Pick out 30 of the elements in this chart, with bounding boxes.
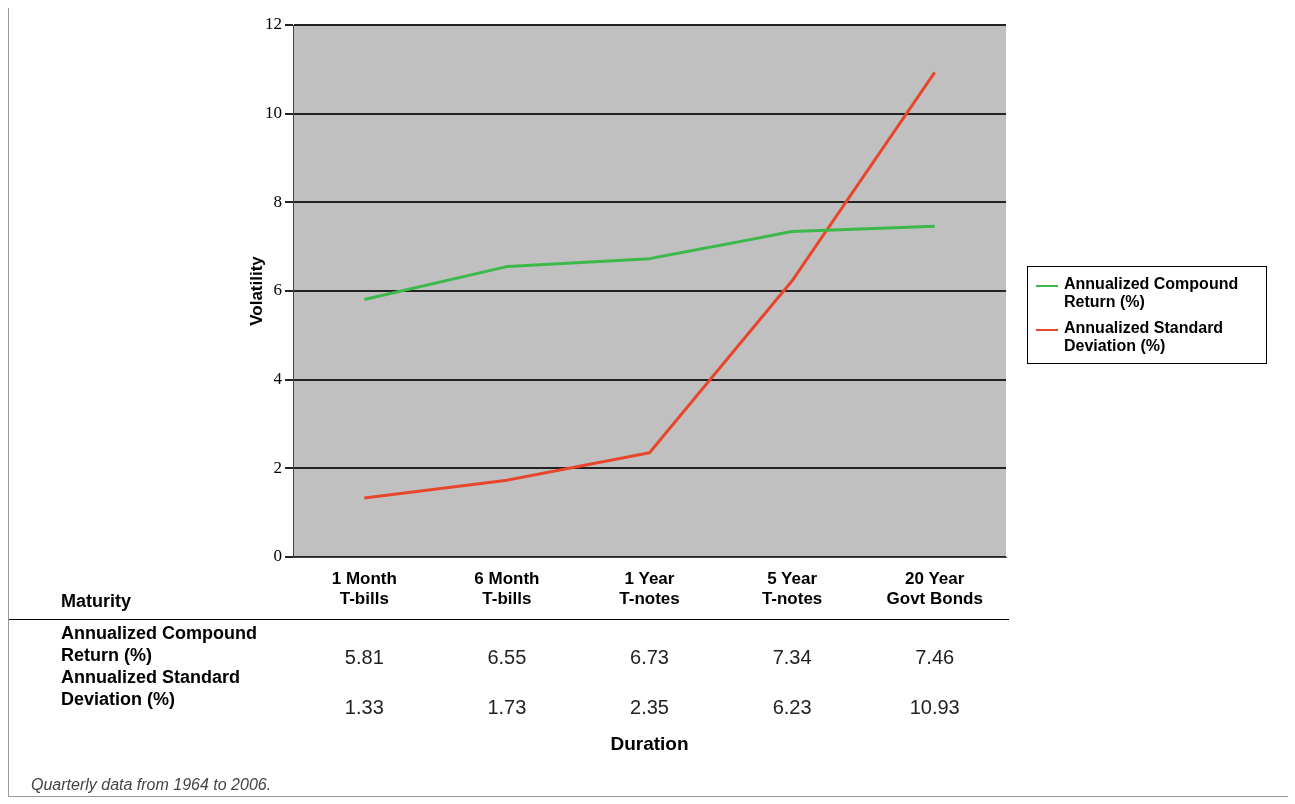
- data-label: 7.34: [771, 646, 813, 669]
- x-tick-label: 1 Year T-notes: [619, 568, 680, 609]
- y-tick-label: 0: [273, 546, 282, 566]
- x-tick-label: 5 Year T-notes: [761, 568, 823, 609]
- data-label: 7.46: [914, 646, 956, 669]
- y-tick-label: 10: [265, 103, 282, 123]
- text: Quarterly data from 1964 to 2006.: [31, 776, 272, 794]
- y-tick-label: 6: [273, 280, 282, 300]
- x-tick-label: 1 Month T-bills: [331, 568, 397, 609]
- data-label: 5.81: [343, 646, 385, 669]
- data-label: 1.73: [486, 696, 528, 719]
- x-tick-label: 20 Year Govt Bonds: [886, 568, 983, 609]
- y-tick-label: 2: [273, 457, 282, 477]
- y-tick-label: 8: [273, 191, 282, 211]
- x-tick-label: 6 Month T-bills: [474, 568, 540, 609]
- text: Duration: [609, 733, 690, 755]
- data-label: 2.35: [629, 696, 670, 719]
- y-tick-label: 12: [265, 14, 282, 34]
- data-label: 6.73: [629, 646, 670, 669]
- data-label: 1.33: [343, 696, 385, 719]
- text: Annualized Compound Return (%): [61, 623, 257, 665]
- data-label: 10.93: [908, 696, 961, 719]
- legend-label: Annualized Compound Return (%): [1064, 275, 1240, 311]
- legend-label: Annualized Standard Deviation (%): [1064, 319, 1225, 355]
- y-axis-title: Volatility: [246, 255, 266, 326]
- data-label: 6.55: [486, 646, 528, 669]
- text: Maturity: [61, 591, 132, 612]
- y-tick-label: 4: [273, 369, 283, 389]
- text: Annualized Standard Deviation (%): [61, 667, 241, 709]
- data-label: 6.23: [771, 696, 813, 719]
